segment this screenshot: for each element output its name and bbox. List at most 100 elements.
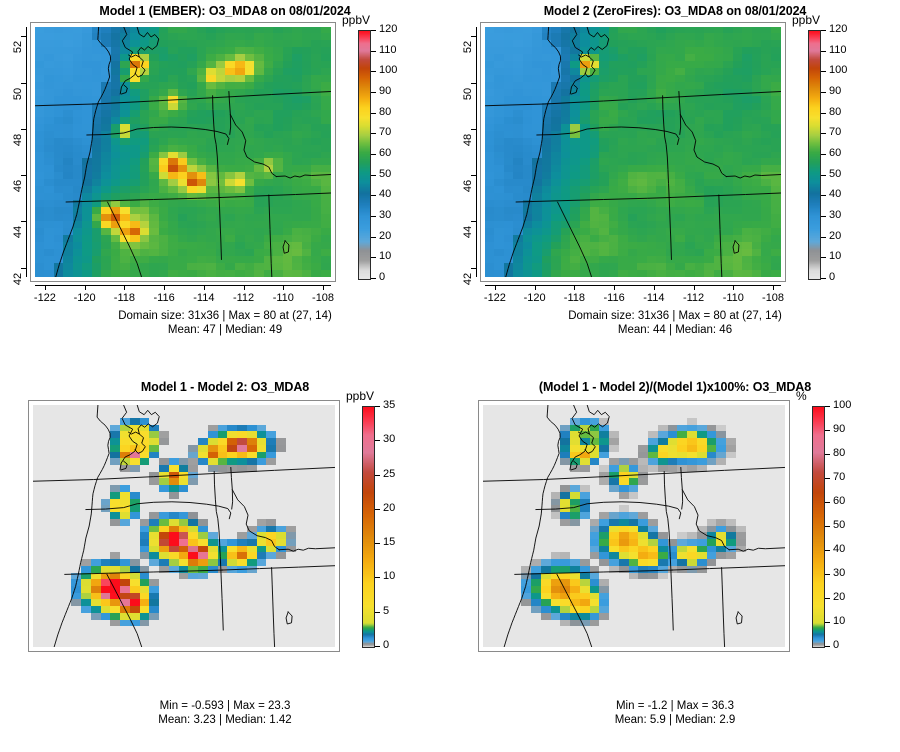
colorbar-gradient-model1 xyxy=(359,31,370,279)
colorbar-gradient-difference xyxy=(363,407,374,647)
colorbar-tick-label-model2-0: 0 xyxy=(829,271,836,283)
panel-title-model1: Model 1 (EMBER): O3_MDA8 on 08/01/2024 xyxy=(99,4,351,18)
colorbar-tick-model2-3 xyxy=(821,216,826,217)
x-tick-label-4: -114 xyxy=(643,292,665,304)
colorbar-unit-label-percent-difference: % xyxy=(796,389,807,403)
colorbar-tick-label-percent-difference-1: 10 xyxy=(833,615,846,627)
colorbar-tick-label-model2-2: 20 xyxy=(829,229,842,242)
colorbar-tick-model2-4 xyxy=(821,195,826,197)
y-tick-3 xyxy=(21,175,27,177)
plot-frame-difference xyxy=(28,400,340,652)
plot-frame-model1 xyxy=(30,22,336,282)
y-tick-5 xyxy=(21,267,27,269)
colorbar-tick-percent-difference-0 xyxy=(825,646,830,647)
colorbar-tick-label-model1-4: 40 xyxy=(379,188,392,201)
x-tick-0 xyxy=(494,285,496,290)
colorbar-tick-difference-7 xyxy=(375,406,380,407)
colorbar-tick-label-model1-7: 70 xyxy=(379,126,392,139)
raster-map-percent-difference xyxy=(483,405,785,647)
raster-map-difference xyxy=(33,405,335,647)
panel-caption-difference: Min = -0.593 | Max = 23.3 Mean: 3.23 | M… xyxy=(158,700,292,726)
x-axis-line-model2 xyxy=(485,285,781,286)
x-tick-label-6: -110 xyxy=(272,292,294,304)
y-tick-label-3: 46 xyxy=(12,180,24,193)
y-tick-1 xyxy=(471,82,477,84)
colorbar-tick-label-model1-5: 50 xyxy=(379,167,392,180)
y-tick-1 xyxy=(21,82,27,84)
colorbar-unit-label-difference: ppbV xyxy=(346,389,375,403)
colorbar-tick-label-model2-10: 100 xyxy=(829,64,848,77)
y-tick-label-1: 50 xyxy=(462,87,474,100)
y-axis-line-model2 xyxy=(476,27,477,277)
panel-caption-percent-difference: Min = -1.2 | Max = 36.3 Mean: 5.9 | Medi… xyxy=(614,700,736,726)
y-tick-3 xyxy=(471,175,477,177)
colorbar-tick-difference-2 xyxy=(375,577,380,579)
x-tick-label-1: -120 xyxy=(523,292,546,304)
x-tick-label-4: -114 xyxy=(193,292,215,304)
colorbar-tick-percent-difference-6 xyxy=(825,502,830,503)
y-tick-0 xyxy=(471,36,477,38)
panel-title-percent-difference: (Model 1 - Model 2)/(Model 1)x100%: O3_M… xyxy=(538,380,812,394)
colorbar-tick-model1-5 xyxy=(371,174,376,176)
y-tick-label-2: 48 xyxy=(462,133,474,146)
colorbar-tick-model2-0 xyxy=(821,278,826,279)
colorbar-tick-percent-difference-5 xyxy=(825,526,830,527)
y-tick-label-0: 52 xyxy=(12,41,24,54)
colorbar-strip-model2[interactable] xyxy=(808,30,821,280)
colorbar-tick-model1-3 xyxy=(371,216,376,217)
y-tick-4 xyxy=(471,221,477,223)
panel-title-difference: Model 1 - Model 2: O3_MDA8 xyxy=(140,380,310,394)
colorbar-tick-label-difference-6: 30 xyxy=(383,433,396,446)
colorbar-tick-label-model2-9: 90 xyxy=(829,85,842,97)
x-tick-label-5: -112 xyxy=(232,292,255,304)
x-tick-6 xyxy=(733,285,735,290)
colorbar-tick-model2-2 xyxy=(821,236,826,238)
x-tick-2 xyxy=(574,285,576,290)
colorbar-tick-label-model2-12: 120 xyxy=(829,23,848,35)
colorbar-tick-percent-difference-4 xyxy=(825,550,830,551)
colorbar-tick-difference-5 xyxy=(375,474,380,476)
colorbar-gradient-model2 xyxy=(809,31,820,279)
colorbar-gradient-percent-difference xyxy=(813,407,824,647)
plot-frame-percent-difference xyxy=(478,400,790,652)
y-tick-label-1: 50 xyxy=(12,87,24,100)
colorbar-tick-model2-11 xyxy=(821,50,826,52)
colorbar-tick-label-model2-8: 80 xyxy=(829,105,842,118)
panel-title-model2: Model 2 (ZeroFires): O3_MDA8 on 08/01/20… xyxy=(543,4,807,18)
x-tick-3 xyxy=(164,285,166,290)
colorbar-strip-difference[interactable] xyxy=(362,406,375,648)
colorbar-tick-label-difference-7: 35 xyxy=(383,399,396,411)
x-tick-label-7: -108 xyxy=(762,292,785,304)
colorbar-tick-model1-11 xyxy=(371,50,376,52)
colorbar-tick-model1-9 xyxy=(371,92,376,93)
colorbar-tick-label-percent-difference-9: 90 xyxy=(833,423,846,435)
x-tick-label-2: -118 xyxy=(113,292,135,304)
colorbar-tick-label-model1-6: 60 xyxy=(379,147,392,159)
y-tick-label-5: 42 xyxy=(462,272,474,285)
x-tick-2 xyxy=(124,285,126,290)
colorbar-tick-label-model1-0: 0 xyxy=(379,271,386,283)
y-tick-label-5: 42 xyxy=(12,272,24,285)
panel-caption-model1: Domain size: 31x36 | Max = 80 at (27, 14… xyxy=(118,310,332,336)
colorbar-tick-model2-7 xyxy=(821,133,826,135)
y-tick-0 xyxy=(21,36,27,38)
colorbar-tick-label-difference-4: 20 xyxy=(383,501,396,514)
colorbar-strip-percent-difference[interactable] xyxy=(812,406,825,648)
colorbar-tick-model2-10 xyxy=(821,71,826,73)
colorbar-tick-label-difference-5: 25 xyxy=(383,467,396,480)
colorbar-tick-difference-1 xyxy=(375,611,380,613)
colorbar-tick-label-difference-3: 15 xyxy=(383,536,396,549)
raster-map-model2 xyxy=(485,27,781,277)
colorbar-strip-model1[interactable] xyxy=(358,30,371,280)
x-tick-0 xyxy=(44,285,46,290)
colorbar-tick-label-model1-10: 100 xyxy=(379,64,398,77)
y-tick-label-2: 48 xyxy=(12,133,24,146)
x-tick-label-1: -120 xyxy=(73,292,96,304)
x-tick-4 xyxy=(203,285,205,290)
x-tick-1 xyxy=(534,285,536,290)
colorbar-tick-model2-8 xyxy=(821,112,826,114)
colorbar-tick-difference-3 xyxy=(375,543,380,545)
x-tick-label-5: -112 xyxy=(682,292,705,304)
colorbar-tick-percent-difference-3 xyxy=(825,574,830,575)
